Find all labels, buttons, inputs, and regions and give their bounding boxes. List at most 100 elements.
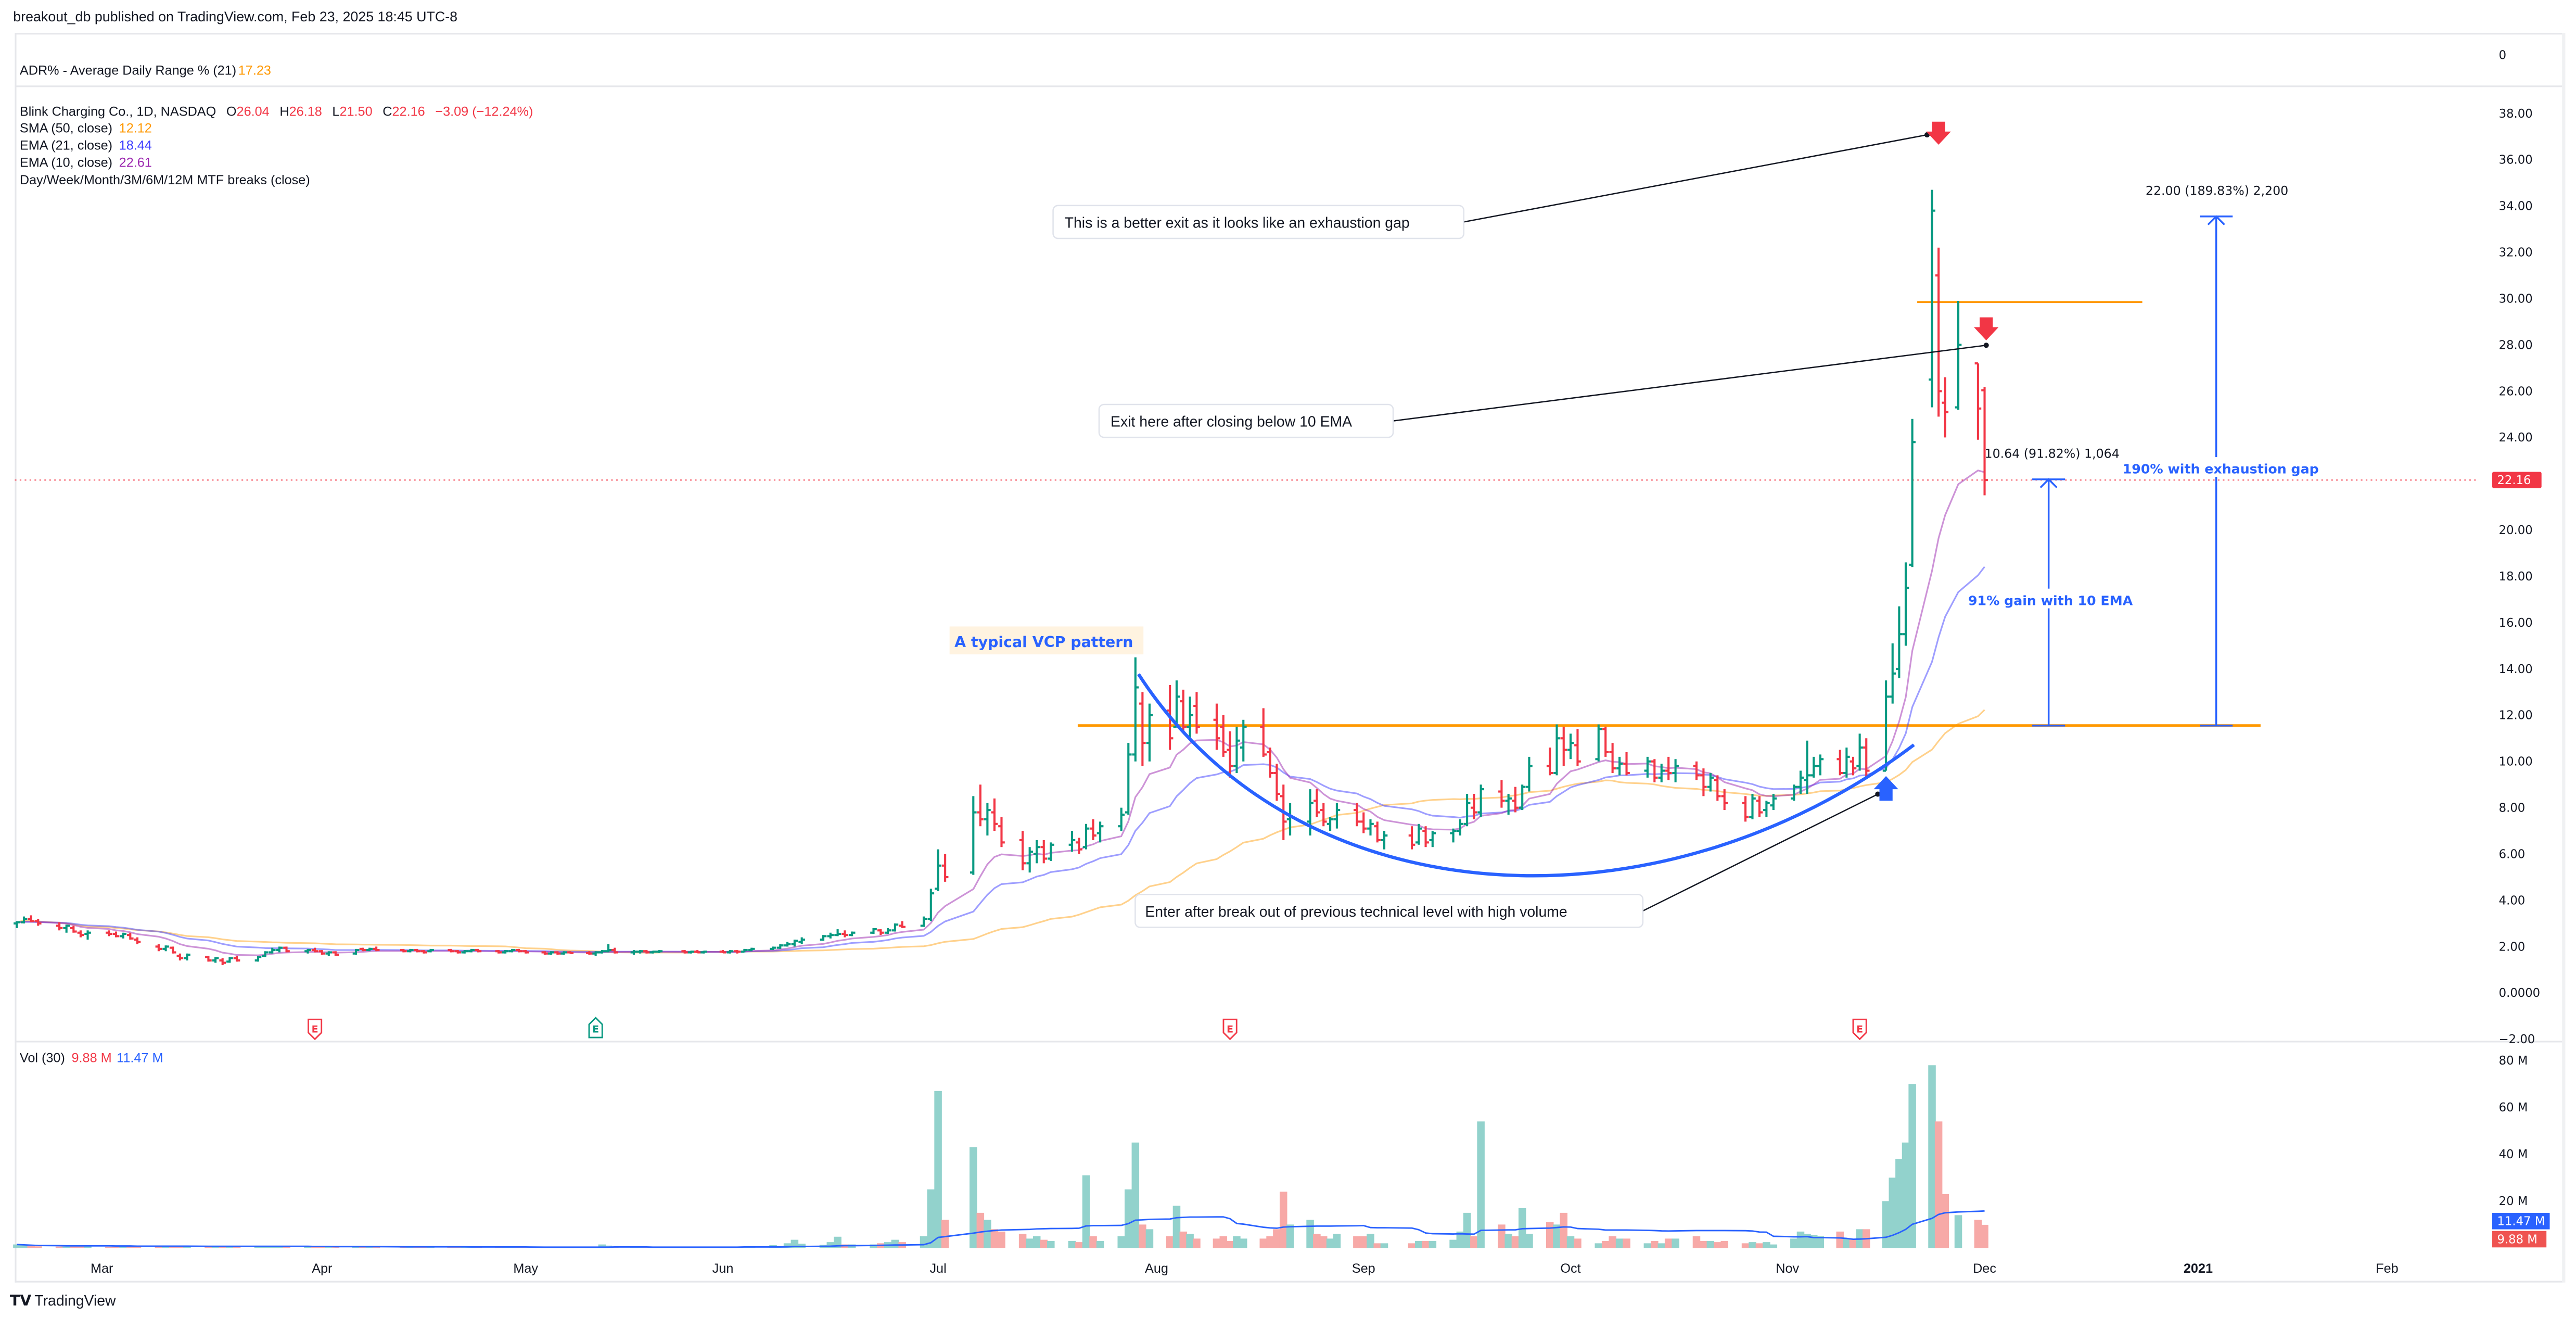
arrow-up-icon[interactable] [1873,776,1898,801]
earnings-label: E [312,1024,318,1035]
ohlc-bar [726,950,734,954]
ohlc-bar [1644,756,1651,778]
ohlc-bar [1118,807,1125,831]
ohlc-bar [515,948,522,953]
price-tick-label: 8.00 [2499,802,2526,815]
volume-bar [1326,1238,1334,1248]
time-tick-label: Feb [2376,1261,2399,1276]
ohlc-bar [1333,803,1341,829]
svg-text:Blink Charging Co., 1D, NASDAQ: Blink Charging Co., 1D, NASDAQ O26.04 H2… [20,105,533,119]
ohlc-bar [1026,847,1033,873]
ohlc-bar [1450,828,1457,843]
time-tick-label: Nov [1776,1261,1799,1276]
svg-text:TradingView: TradingView [34,1293,116,1309]
volume-bar [1981,1224,1988,1248]
volume-bar [826,1242,835,1248]
ohlc-bar [1320,803,1327,827]
ohlc-bar [1233,727,1240,773]
volume-badge [2492,1231,2547,1248]
volume-bar [325,1247,333,1248]
measure-10ema [2032,478,2065,727]
volume-bar [1213,1238,1221,1248]
arrow-down-icon[interactable] [1926,121,1951,145]
volume-bar [1456,1231,1464,1248]
ohlc-bar [1047,842,1054,861]
volume-bar [1266,1236,1274,1248]
ohlc-bar [1742,796,1749,822]
ohlc-bar [1260,708,1267,757]
ohlc-bar [877,929,884,935]
callout-entry[interactable]: Enter after break out of previous techni… [1134,791,1881,928]
volume-bar [1075,1242,1083,1248]
tradingview-logo[interactable]: TV TradingView [10,1292,116,1309]
ohlc-bar [1408,826,1415,850]
ohlc-bar [162,945,169,952]
volume-bar [1928,1065,1936,1248]
ohlc-bar [283,946,290,953]
volume-bar [420,1247,428,1248]
volume-bar [1422,1240,1430,1248]
earnings-badge [588,1017,603,1039]
ohlc-bar [1693,761,1700,780]
ohlc-bar [233,956,240,962]
ohlc-bar [1267,748,1273,778]
price-tick-label: 4.00 [2499,894,2526,907]
publish-info: breakout_db published on TradingView.com… [13,9,457,24]
vcp-curve[interactable] [1137,673,1915,878]
volume-bar [970,1147,977,1248]
pane-borders [15,33,2566,1283]
volume-bar [598,1244,606,1248]
time-axis[interactable]: Mar Apr May Jun Jul Aug Sep Oct Nov Dec 2021 Feb [91,1261,2399,1276]
earnings-badge [308,1018,323,1041]
close-value: 22.16 [392,105,425,119]
ohlc-bar [1512,787,1519,813]
ohlc-bar [269,947,276,954]
volume-legend[interactable]: Vol (30) 9.88 M 11.47 M [20,1050,163,1065]
volume-bar [34,1246,42,1248]
volume-bar [112,1246,120,1248]
ohlc-bar [262,951,269,957]
volume-bar [1498,1224,1506,1248]
volume-bar [941,1220,949,1248]
volume-bar [119,1247,127,1248]
legend-ema10[interactable]: EMA (10, close) 22.61 [20,156,152,170]
ohlc-bar [554,951,561,955]
ohlc-bar [1068,831,1076,852]
ohlc-bar [1367,819,1374,836]
ohlc-bar [1567,733,1574,759]
ohlc-bar [427,948,434,953]
volume-bar [359,1247,367,1248]
legend-ema21[interactable]: EMA (21, close) 18.44 [20,138,152,153]
price-axis[interactable]: 38.00 36.00 34.00 32.00 30.00 28.00 26.00 24.00… [15,107,2542,1046]
ohlc-bar [1791,784,1797,801]
ohlc-bar [798,937,805,944]
callout-ema-exit[interactable]: Exit here after closing below 10 EMA [1098,343,1989,438]
ohlc-bar [1856,733,1863,771]
volume-bar [1131,1142,1140,1248]
ohlc-bar [1749,793,1756,819]
arrow-down-icon[interactable] [1974,317,1999,340]
price-range-measures[interactable]: 10.64 (91.82%) 1,064 91% gain with 10 EMA… [1968,184,2319,727]
ohlc-bar [77,930,84,938]
vcp-label[interactable]: A typical VCP pattern [954,634,1133,651]
volume-bar [984,1220,991,1248]
ohlc-bar [1763,801,1770,817]
volume-bar [1692,1236,1701,1248]
legend-sma50[interactable]: SMA (50, close) 12.12 [20,121,152,135]
ohlc-bar [407,948,414,953]
legend-mtf-breaks[interactable]: Day/Week/Month/3M/6M/12M MTF breaks (clo… [20,173,310,187]
callout-exhaustion-exit[interactable]: This is a better exit as it looks like a… [1052,132,1930,239]
ohlc-bar [1955,301,1962,410]
ohlc-bar [1471,793,1477,819]
horizontal-levels[interactable] [1077,301,2261,727]
ohlc-bar [1180,689,1187,731]
ohlc-bar [14,921,20,928]
volume-bar [1643,1243,1652,1248]
sma50-line [17,709,1985,954]
volume-bar [1741,1243,1750,1248]
ohlc-bar [605,944,612,953]
price-tick-label: 28.00 [2499,338,2533,352]
earnings-label: E [592,1024,599,1035]
